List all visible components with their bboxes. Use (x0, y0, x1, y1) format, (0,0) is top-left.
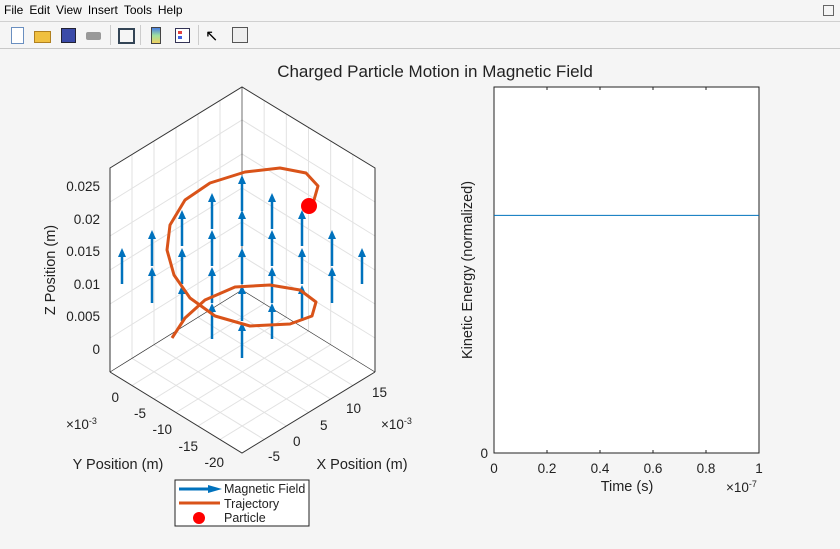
menu-file[interactable]: File (4, 3, 24, 17)
xtick: -5 (268, 449, 280, 464)
y-label: Y Position (m) (73, 457, 164, 473)
ytick: -20 (204, 455, 224, 470)
field-arrow (268, 267, 276, 303)
new-figure-icon[interactable] (8, 26, 26, 44)
axes-3d[interactable] (109, 86, 376, 454)
axis-3d-labels: 0 0.005 0.01 0.015 0.02 0.025 Z Position… (43, 179, 412, 473)
x-exponent: ×10 (726, 480, 749, 495)
field-arrow (268, 230, 276, 266)
x-label: X Position (m) (316, 457, 407, 473)
field-arrow (208, 193, 216, 229)
save-icon[interactable] (59, 26, 77, 44)
z-label: Z Position (m) (43, 225, 59, 315)
ztick: 0.005 (66, 309, 100, 324)
legend-particle-swatch (193, 512, 205, 524)
xtick: 0 (490, 461, 498, 476)
field-arrow (148, 230, 156, 266)
svg-text:×10-3: ×10-3 (66, 416, 97, 432)
ytick: -15 (178, 439, 198, 454)
ytick: 0 (111, 390, 119, 405)
xtick: 0.8 (697, 461, 716, 476)
legend-trajectory: Trajectory (224, 497, 280, 511)
field-arrow (238, 248, 246, 284)
ztick: 0.02 (74, 212, 100, 227)
ztick: 0.01 (74, 277, 100, 292)
open-file-icon[interactable] (33, 26, 51, 44)
xtick: 1 (755, 461, 763, 476)
ztick: 0 (92, 342, 100, 357)
figure-title: Charged Particle Motion in Magnetic Fiel… (277, 62, 593, 81)
y-label: Kinetic Energy (normalized) (460, 181, 476, 359)
field-arrow (328, 230, 336, 266)
x-exponent: ×10 (381, 417, 404, 432)
field-arrow (328, 267, 336, 303)
svg-text:×10-3: ×10-3 (381, 416, 412, 432)
ytick: 0 (480, 446, 488, 461)
menu-tools[interactable]: Tools (123, 3, 152, 17)
particle-marker (301, 198, 317, 214)
menu-insert[interactable]: Insert (87, 3, 118, 17)
legend-particle: Particle (224, 511, 266, 525)
svg-text:×10-7: ×10-7 (726, 479, 757, 495)
menu-help[interactable]: Help (157, 3, 183, 17)
legend-icon[interactable] (173, 26, 191, 44)
x-exp-power: -7 (749, 479, 757, 489)
xtick: 5 (320, 418, 328, 433)
ytick: -10 (152, 422, 172, 437)
xtick: 0 (293, 434, 301, 449)
axes-energy[interactable] (493, 86, 760, 454)
field-arrow (298, 210, 306, 246)
field-arrow (208, 230, 216, 266)
xtick: 0.4 (591, 461, 610, 476)
ztick: 0.025 (66, 179, 100, 194)
field-arrow (178, 210, 186, 246)
field-arrow (268, 193, 276, 229)
xtick: 15 (372, 385, 387, 400)
y-exp-power: -3 (89, 416, 97, 426)
property-inspector-icon[interactable] (231, 26, 249, 44)
axis-lines (109, 371, 376, 454)
ytick: -5 (134, 406, 146, 421)
trajectory-line (165, 166, 320, 339)
pointer-icon[interactable]: ↖ (205, 28, 219, 45)
field-arrow (148, 267, 156, 303)
x-label: Time (s) (601, 479, 654, 495)
legend[interactable]: Magnetic Field Trajectory Particle (174, 479, 310, 527)
field-arrow (118, 248, 126, 284)
link-plot-icon[interactable] (116, 26, 135, 44)
y-exponent: ×10 (66, 417, 89, 432)
ztick: 0.015 (66, 244, 100, 259)
print-icon[interactable] (85, 26, 103, 44)
undock-icon[interactable] (823, 5, 834, 16)
field-arrow (238, 210, 246, 246)
field-arrow (298, 248, 306, 284)
legend-field: Magnetic Field (224, 482, 305, 496)
field-arrow (178, 248, 186, 284)
field-arrow (238, 322, 246, 358)
field-arrow (358, 248, 366, 284)
menu-view[interactable]: View (56, 3, 82, 17)
xtick: 10 (346, 401, 361, 416)
x-exp-power: -3 (404, 416, 412, 426)
field-arrow (238, 285, 246, 321)
toolbar: ↖ (0, 22, 840, 49)
colorbar-icon[interactable] (147, 26, 165, 44)
axis-energy-labels: 0 0 0.2 0.4 0.6 0.8 1 Time (s) ×10-7 Kin… (460, 181, 763, 495)
xtick: 0.6 (644, 461, 663, 476)
xtick: 0.2 (538, 461, 557, 476)
menu-edit[interactable]: Edit (29, 3, 51, 17)
field-arrow (238, 175, 246, 211)
menu-bar: File Edit View Insert Tools Help (0, 0, 840, 22)
